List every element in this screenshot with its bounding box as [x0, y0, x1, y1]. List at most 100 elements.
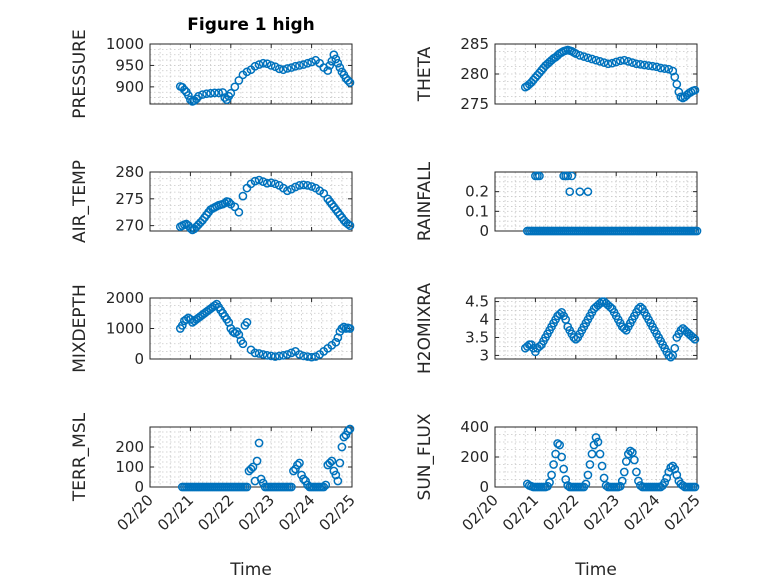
axes-frame: [149, 43, 353, 105]
data-point: [307, 57, 316, 67]
data-point: [690, 334, 700, 344]
data-point: [660, 64, 670, 73]
data-point: [246, 464, 256, 474]
data-point: [325, 458, 335, 468]
data-point: [628, 58, 637, 67]
y-tick-label: 275: [460, 95, 489, 113]
data-point: [535, 171, 544, 181]
subplot-4: 0 0.10.2 RAINFALL: [415, 161, 702, 241]
data-point: [220, 93, 230, 102]
data-point: [295, 181, 304, 190]
x-tick-label: 02/22: [539, 491, 582, 534]
data-point: [603, 59, 613, 69]
data-point: [218, 88, 228, 97]
data-point: [597, 461, 607, 471]
data-point: [636, 302, 645, 312]
y-tick-label: 100: [115, 458, 144, 476]
data-point: [274, 64, 284, 74]
data-point: [303, 181, 312, 190]
data-point: [575, 187, 585, 197]
data-point: [293, 460, 302, 470]
data-point: [632, 59, 641, 69]
data-point: [636, 481, 645, 490]
y-tick-label: 4: [479, 311, 489, 329]
data-point: [549, 460, 558, 469]
data-point: [333, 476, 343, 486]
data-point: [630, 455, 639, 465]
data-point: [591, 433, 601, 442]
data-point: [690, 482, 700, 492]
y-tick-label: 3.5: [465, 328, 489, 346]
data-point: [632, 467, 641, 477]
subplot-3: 270 275 280 AIR_TEMP: [70, 160, 355, 243]
data-point: [555, 440, 564, 450]
data-point: [660, 478, 670, 487]
data-point: [579, 52, 589, 61]
data-point: [262, 59, 272, 69]
y-tick-label: 0: [479, 222, 489, 240]
y-tick-label: 0.2: [465, 183, 489, 201]
y-tick-label: 285: [460, 35, 489, 53]
data-point: [327, 456, 337, 466]
data-point: [575, 51, 585, 60]
data-point: [599, 473, 609, 483]
data-point: [299, 60, 308, 69]
data-point: [535, 342, 544, 351]
data-point: [345, 221, 355, 230]
y-tick-label: 0: [134, 478, 144, 496]
data-point: [569, 333, 579, 342]
y-axis-label: RAINFALL: [415, 161, 435, 241]
y-axis-label: PRESSURE: [70, 29, 90, 118]
subplot-6: 33.544.5 H2OMIXRA: [415, 283, 700, 374]
data-point: [220, 198, 230, 208]
data-point: [254, 175, 264, 185]
y-axis-label: THETA: [415, 46, 435, 102]
data-point: [666, 352, 676, 362]
data-point: [291, 182, 300, 192]
data-point: [270, 179, 280, 189]
data-point: [664, 351, 674, 360]
data-point: [289, 466, 298, 476]
data-point: [563, 171, 573, 181]
data-point: [230, 202, 240, 212]
y-tick-label: 0: [134, 350, 144, 368]
y-tick-label: 900: [115, 78, 144, 96]
data-point: [335, 63, 345, 72]
data-point: [295, 61, 304, 70]
data-point: [545, 478, 554, 487]
data-point: [601, 481, 611, 490]
y-tick-label: 270: [115, 217, 144, 235]
data-point: [547, 470, 556, 480]
data-point: [266, 61, 276, 70]
data-point: [250, 61, 260, 71]
subplot-2: 275 280 285 THETA: [415, 35, 700, 113]
data-point: [333, 58, 343, 68]
data-point: [329, 50, 339, 60]
data-point: [186, 95, 195, 105]
data-point: [640, 60, 649, 70]
data-point: [319, 189, 329, 198]
data-point: [343, 426, 353, 436]
data-point: [595, 449, 605, 459]
data-point: [291, 61, 300, 71]
data-point: [303, 352, 312, 361]
data-point: [254, 60, 264, 69]
data-point: [585, 460, 595, 469]
data-point: [210, 301, 219, 310]
data-point: [287, 348, 296, 358]
data-point: [595, 57, 605, 66]
data-point: [583, 53, 593, 63]
data-point: [250, 348, 260, 358]
data-point: [186, 223, 195, 233]
data-point: [599, 58, 609, 67]
data-point: [248, 462, 258, 472]
data-point: [323, 66, 333, 75]
data-point: [678, 481, 688, 490]
y-tick-label: 200: [115, 438, 144, 456]
y-tick-label: 950: [115, 56, 144, 74]
data-point: [339, 322, 349, 332]
data-point: [303, 58, 312, 68]
